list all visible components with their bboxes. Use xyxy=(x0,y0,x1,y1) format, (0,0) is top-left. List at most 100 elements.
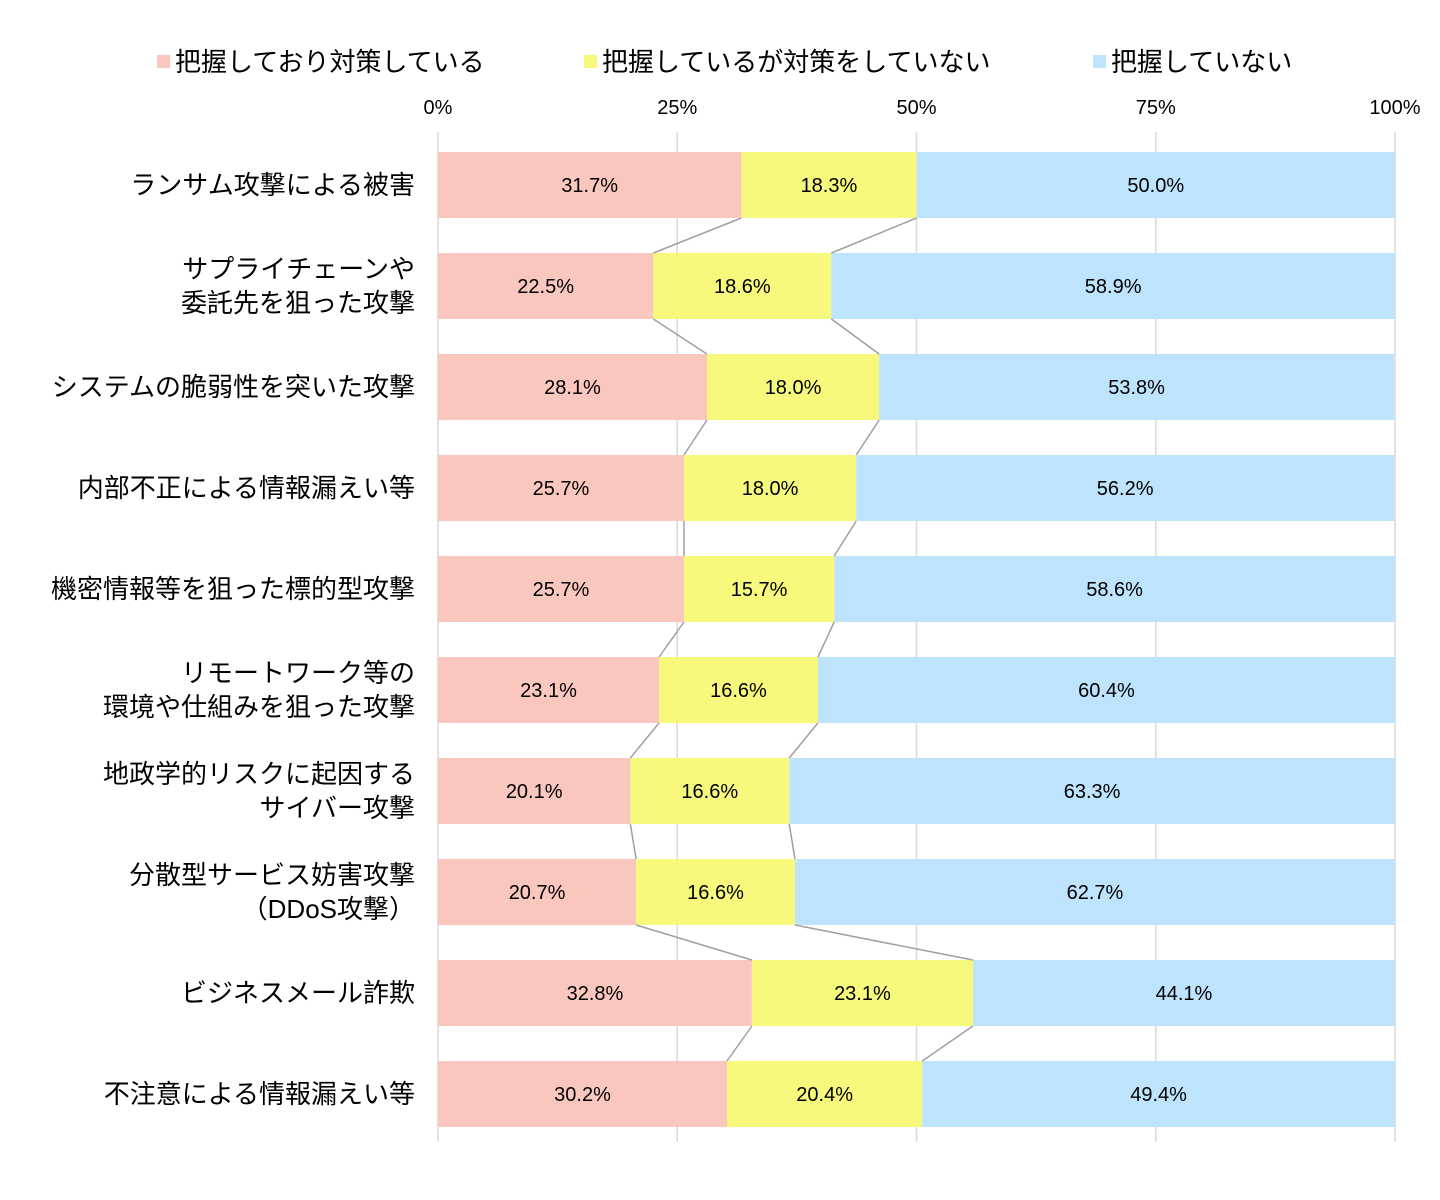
data-label: 22.5% xyxy=(517,276,574,298)
legend: 把握しており対策している 把握しているが対策をしていない 把握していない xyxy=(157,47,1292,77)
data-label: 18.6% xyxy=(714,276,771,298)
data-label: 50.0% xyxy=(1127,175,1184,197)
bar-segment xyxy=(630,758,790,824)
category-label: 内部不正による情報漏えい等 xyxy=(78,473,415,503)
series-line xyxy=(833,520,857,557)
bar-segment xyxy=(879,354,1395,420)
data-label: 20.4% xyxy=(796,1084,853,1106)
bar-segment xyxy=(438,354,707,420)
data-label: 18.0% xyxy=(765,377,822,399)
data-label: 23.1% xyxy=(520,680,577,702)
bar-segment xyxy=(751,960,973,1026)
series-line xyxy=(683,419,708,456)
series-line xyxy=(788,722,819,759)
bar-segment xyxy=(636,859,795,925)
series-line xyxy=(726,1025,753,1062)
data-label: 16.6% xyxy=(681,781,738,803)
data-label: 56.2% xyxy=(1097,478,1154,500)
legend-swatch xyxy=(584,55,597,68)
x-axis-ticks: 0% 25% 50% 75% 100% xyxy=(424,97,1421,119)
x-tick-label: 75% xyxy=(1136,97,1176,119)
legend-swatch xyxy=(157,55,170,68)
data-label: 53.8% xyxy=(1108,377,1165,399)
data-label: 49.4% xyxy=(1130,1084,1187,1106)
series-line xyxy=(817,621,835,658)
series-lines xyxy=(629,217,974,1062)
data-label: 58.9% xyxy=(1085,276,1142,298)
series-line xyxy=(830,318,880,355)
data-labels: 31.7% 18.3% 50.0% 22.5% 18.6% 58.9% 28.1% 18.0%… xyxy=(506,175,1213,1106)
data-label: 23.1% xyxy=(834,983,891,1005)
category-label: ランサム攻撃による被害 xyxy=(130,170,415,200)
data-label: 16.6% xyxy=(687,882,744,904)
series-line xyxy=(653,217,742,254)
category-label: （DDoS攻撃） xyxy=(242,894,415,924)
x-tick-label: 50% xyxy=(896,97,936,119)
series-line xyxy=(629,823,637,860)
legend-label: 把握していない xyxy=(1111,47,1292,77)
data-label: 31.7% xyxy=(561,175,618,197)
category-labels: ランサム攻撃による被害サプライチェーンや委託先を狙った攻撃システムの脆弱性を突い… xyxy=(51,170,415,1109)
data-label: 25.7% xyxy=(533,478,590,500)
bar-segment xyxy=(438,859,637,925)
category-label: 不注意による情報漏えい等 xyxy=(104,1079,415,1109)
data-label: 44.1% xyxy=(1156,983,1213,1005)
data-label: 60.4% xyxy=(1078,680,1135,702)
category-label: システムの脆弱性を突いた攻撃 xyxy=(52,372,415,402)
bar-segment xyxy=(706,354,880,420)
bar-segment xyxy=(438,455,684,521)
bar-segment xyxy=(438,758,631,824)
category-label: 地政学的リスクに起因する xyxy=(103,759,415,789)
bar-segment xyxy=(653,253,832,319)
bar-segment xyxy=(727,1061,923,1127)
data-label: 20.7% xyxy=(509,882,566,904)
category-label: 環境や仕組みを狙った攻撃 xyxy=(103,692,415,722)
bar-segment xyxy=(438,1061,728,1127)
series-line xyxy=(652,318,708,355)
legend-label: 把握しており対策している xyxy=(175,47,485,77)
series-line xyxy=(831,217,917,254)
data-label: 63.3% xyxy=(1064,781,1121,803)
series-line xyxy=(629,722,660,759)
bar-segment xyxy=(438,657,660,723)
bar-segment xyxy=(794,859,1395,925)
bar-segment xyxy=(683,455,857,521)
data-label: 30.2% xyxy=(554,1084,611,1106)
data-label: 58.6% xyxy=(1086,579,1143,601)
legend-swatch xyxy=(1093,55,1106,68)
bar-segment xyxy=(834,556,1395,622)
bar-segment xyxy=(972,960,1395,1026)
series-line xyxy=(921,1025,974,1062)
series-line xyxy=(788,823,796,860)
data-label: 15.7% xyxy=(731,579,788,601)
data-label: 18.3% xyxy=(801,175,858,197)
data-label: 25.7% xyxy=(533,579,590,601)
category-label: サプライチェーンや xyxy=(182,254,415,284)
data-label: 62.7% xyxy=(1067,882,1124,904)
x-tick-label: 100% xyxy=(1369,97,1420,119)
bar-segment xyxy=(856,455,1395,521)
bar-segment xyxy=(683,556,835,622)
bar-segment xyxy=(916,152,1395,218)
bar-segment xyxy=(438,253,654,319)
bars xyxy=(438,152,1395,1127)
bar-segment xyxy=(741,152,917,218)
data-label: 20.1% xyxy=(506,781,563,803)
bar-segment xyxy=(438,556,684,622)
category-label: リモートワーク等の xyxy=(181,658,415,688)
legend-label: 把握しているが対策をしていない xyxy=(602,47,990,77)
bar-segment xyxy=(659,657,818,723)
data-label: 18.0% xyxy=(742,478,799,500)
bar-segment xyxy=(438,960,752,1026)
data-label: 28.1% xyxy=(544,377,601,399)
bar-segment xyxy=(817,657,1395,723)
category-label: サイバー攻撃 xyxy=(260,793,415,823)
category-label: 分散型サービス妨害攻撃 xyxy=(129,860,415,890)
category-label: 委託先を狙った攻撃 xyxy=(181,288,415,318)
data-label: 16.6% xyxy=(710,680,767,702)
series-line xyxy=(794,924,974,961)
series-line xyxy=(635,924,753,961)
data-label: 32.8% xyxy=(567,983,624,1005)
bar-segment xyxy=(831,253,1395,319)
